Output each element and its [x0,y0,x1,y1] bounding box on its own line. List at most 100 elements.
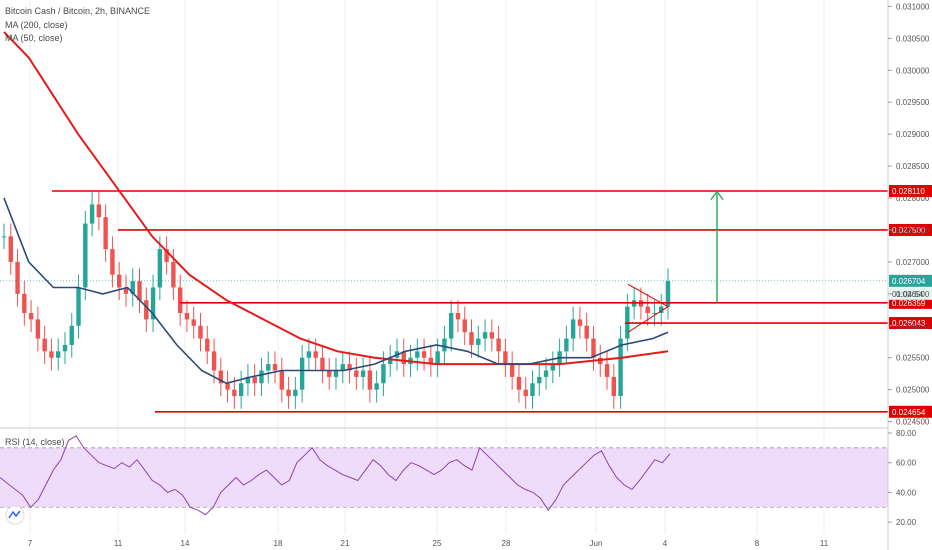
candle-body [469,332,474,345]
candle-body [652,313,657,315]
candle-body [482,332,488,339]
candle-body [360,370,366,377]
y-tick-label: 0.025000 [896,386,930,395]
candle-body [279,370,284,390]
candle-body [503,351,508,365]
candle-body [659,306,664,314]
annotations [5,190,724,525]
level-price-label: 0.024654 [892,408,926,417]
rsi-legend: RSI (14, close) [5,437,65,447]
rsi-tick-label: 80.00 [896,429,917,438]
candle-body [523,389,528,397]
candle-body [272,364,278,371]
rsi-band-fill [0,447,888,508]
candle-body [22,293,27,314]
y-tick-label: 0.028500 [896,162,930,171]
time-axis: 7 11 14 18 21 25 28 Jun 4 8 11 [28,539,829,548]
ma50-line [3,197,669,385]
horizontal-levels[interactable]: 0.028110 0.027500 0.026359 0.026043 0.024654… [0,185,932,418]
candle-body [28,313,34,320]
current-price-label-bg [889,274,932,287]
current-price-label: 0.026704 [892,277,926,286]
target-arrow-head [710,190,724,201]
y-tick-label: 0.024500 [896,418,930,427]
rsi-tick-label: 20.00 [896,518,917,527]
candle-body [83,223,88,288]
x-tick-label: 11 [820,539,829,548]
x-tick-label: Jun [590,539,603,548]
candle-body [388,357,393,365]
level-price-label: 0.027500 [892,226,926,235]
candle-body [252,376,257,384]
candles [1,191,671,409]
candle-body [299,357,305,390]
candle-body [1,236,7,238]
y-tick-label: 0.027000 [896,258,930,267]
rsi-tick-label: 40.00 [896,488,917,497]
candle-body [415,351,420,358]
x-tick-label: 7 [28,539,33,548]
candle-body [421,351,427,358]
candle-body [306,351,312,358]
y-tick-label: 0.026000 [896,322,930,331]
countdown-bg [889,287,932,300]
candle-body [476,338,481,345]
candle-body [123,287,129,294]
rsi-tick-label: 60.00 [896,459,917,468]
candle-body [340,364,345,371]
candle-body [611,376,616,397]
rsi-band [0,447,888,508]
candle-body [496,338,501,352]
level-price-label: 0.028110 [892,187,925,196]
candle-body [89,204,95,224]
candle-body [198,325,203,339]
candle-body [164,249,169,262]
x-tick-label: 4 [663,539,668,548]
y-tick-label: 0.030000 [896,66,930,75]
candle-body [550,364,556,371]
candle-body [96,204,102,218]
grid [29,0,825,534]
candle-body [177,287,183,314]
candle-body [313,351,318,358]
countdown-label: 01:04:54 [892,290,924,299]
candle-body [591,338,596,358]
candle-body [320,357,325,371]
level-price-label: 0.026359 [892,299,926,308]
candle-body [103,217,108,250]
candle-body [225,383,230,390]
x-tick-label: 11 [114,539,123,548]
rsi-path [0,435,671,516]
candle-body [211,351,217,371]
candle-body [35,319,41,339]
candle-body [401,351,406,365]
candle-body [333,370,339,377]
candle-body [570,319,576,339]
chart-title: Bitcoin Cash / Bitcoin, 2h, BINANCE [5,6,151,16]
y-tick-label: 0.027500 [896,226,930,235]
candle-body [8,236,13,262]
candle-body [428,357,434,365]
y-tick-label: 0.025500 [896,354,930,363]
candle-body [232,389,237,397]
ma200-legend: MA (200, close) [5,20,68,30]
candle-body [144,300,149,320]
x-tick-label: 14 [181,539,190,548]
candle-body [293,389,298,397]
ma200-line [3,31,669,366]
candle-body [530,383,535,397]
candle-body [56,351,61,358]
candle-body [110,249,115,275]
candle-body [157,249,163,288]
candle-body [374,383,379,390]
candle-body [509,364,515,377]
candle-body [537,376,542,384]
candle-body [543,370,549,377]
candle-body [618,338,623,397]
candle-body [49,351,54,358]
candle-body [205,338,210,352]
level-price-label-bg [889,223,932,236]
candle-body [171,261,176,288]
